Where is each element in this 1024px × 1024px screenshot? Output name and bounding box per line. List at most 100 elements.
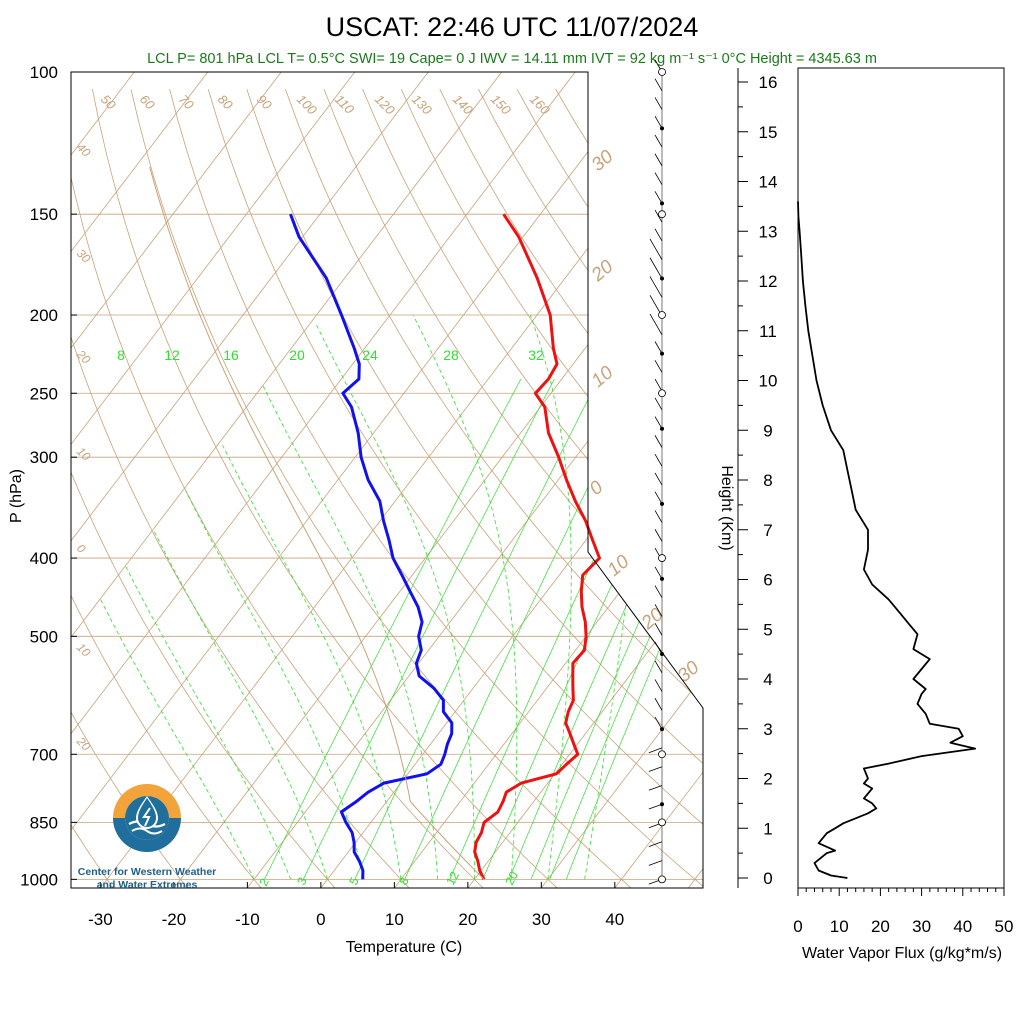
isotherm-label: 10 (74, 640, 94, 660)
moist-adiabat (412, 314, 518, 880)
mixing-ratio-line (354, 378, 599, 880)
wind-barb (648, 803, 663, 810)
logo-line-1: Center for Western Weather (78, 866, 216, 878)
mixing-ratio-line (302, 378, 555, 880)
wind-barb (654, 397, 663, 411)
wind-barb (649, 257, 663, 279)
isotherm-line (71, 72, 209, 888)
pressure-tick-label: 1000 (20, 870, 58, 889)
height-tick-label: 1 (763, 819, 772, 838)
wind-barb (654, 116, 663, 129)
isotherm-label: 120 (372, 92, 398, 118)
pressure-tick-label: 250 (30, 384, 58, 403)
wind-barb (654, 660, 663, 674)
flux-frame (797, 67, 1005, 889)
pressure-tick-label: 150 (30, 205, 58, 224)
pressure-axis-label: P (hPa) (8, 469, 25, 523)
dry-adiabat (130, 89, 632, 888)
wind-barb (649, 313, 663, 336)
isotherm-label: 110 (332, 92, 358, 118)
mixing-ratio-label: 20 (289, 347, 305, 363)
pressure-tick-label: 850 (30, 813, 58, 832)
moist-adiabat (529, 314, 572, 880)
isotherm-line (614, 72, 703, 888)
theta-label: 30 (588, 146, 618, 176)
barb-point (660, 576, 664, 581)
temperature-tick-label: -10 (235, 910, 260, 929)
logo-line-2: and Water Extremes (97, 879, 198, 891)
height-tick-label: 8 (763, 471, 772, 490)
mixing-ratio-line (264, 378, 522, 880)
isotherm-line (173, 72, 703, 888)
temperature-tick-label: -30 (88, 910, 113, 929)
flux-tick-label: 30 (912, 917, 931, 936)
dry-adiabat (555, 88, 703, 888)
height-tick-label: 7 (763, 521, 772, 540)
series-temperature-line (473, 213, 601, 880)
skewt-frame (70, 71, 704, 889)
mixing-ratio-label: 8 (396, 875, 412, 888)
chart-title: USCAT: 22:46 UTC 11/07/2024 (326, 12, 699, 42)
dry-adiabat (246, 88, 703, 888)
isotherm-label: 20 (73, 734, 93, 754)
flux-series-line (797, 201, 977, 879)
moist-adiabat (262, 386, 439, 880)
wind-barb (648, 766, 663, 772)
barb-calm-circle (658, 68, 666, 76)
wind-barb (654, 435, 663, 448)
moist-adiabat (100, 599, 255, 880)
isotherm-line (467, 72, 703, 888)
height-tick-label: 3 (763, 720, 772, 739)
barb-calm-circle (658, 875, 666, 884)
isotherm-line (394, 72, 703, 888)
barb-calm-circle (658, 311, 666, 319)
height-tick-label: 14 (759, 173, 778, 192)
pressure-tick-label: 700 (30, 745, 58, 764)
isotherm-label: 0 (74, 541, 89, 556)
mixing-ratio-label: 12 (164, 347, 180, 363)
barb-point (660, 351, 664, 356)
isotherm-line (541, 72, 703, 888)
dry-adiabat (400, 88, 703, 888)
wind-barb (654, 78, 663, 91)
height-tick-label: 6 (763, 571, 772, 590)
wind-barb (649, 238, 663, 260)
theta-label: 0 (586, 477, 608, 500)
height-tick-label: 16 (759, 73, 778, 92)
mixing-ratio-label: 8 (117, 347, 125, 363)
wind-barb (654, 341, 663, 354)
wind-barb (654, 453, 663, 467)
mixing-ratio-label: 20 (502, 869, 521, 888)
flux-tick-label: 0 (793, 917, 802, 936)
moist-adiabat (185, 490, 365, 880)
dry-adiabat (71, 89, 484, 888)
wind-barb (654, 472, 663, 486)
temperature-tick-label: 10 (385, 910, 404, 929)
mixing-ratio-label: 12 (443, 869, 462, 888)
cw3e-logo: Center for Western Weather and Water Ext… (78, 784, 216, 891)
isotherm-label: 100 (294, 92, 320, 118)
dry-adiabat (169, 88, 703, 888)
wind-barb (648, 841, 663, 847)
pressure-tick-label: 200 (30, 306, 58, 325)
wind-barb (654, 191, 663, 204)
height-tick-label: 11 (759, 322, 777, 341)
pressure-tick-label: 400 (30, 549, 58, 568)
barb-calm-circle (658, 210, 666, 219)
isotherm-line (71, 72, 503, 888)
wind-barb (654, 172, 663, 185)
mixing-ratio-label: 24 (362, 347, 378, 363)
isotherm-line (247, 72, 703, 888)
wind-barb (654, 641, 663, 655)
height-tick-label: 0 (763, 869, 772, 888)
temperature-tick-label: 30 (532, 910, 551, 929)
isotherm-label: 40 (74, 140, 94, 160)
wind-barb (649, 276, 663, 298)
wind-barb (654, 97, 663, 110)
theta-label: 10 (604, 551, 634, 581)
temperature-tick-label: 0 (316, 910, 325, 929)
height-tick-label: 4 (763, 670, 772, 689)
skewt-grid (71, 72, 703, 888)
